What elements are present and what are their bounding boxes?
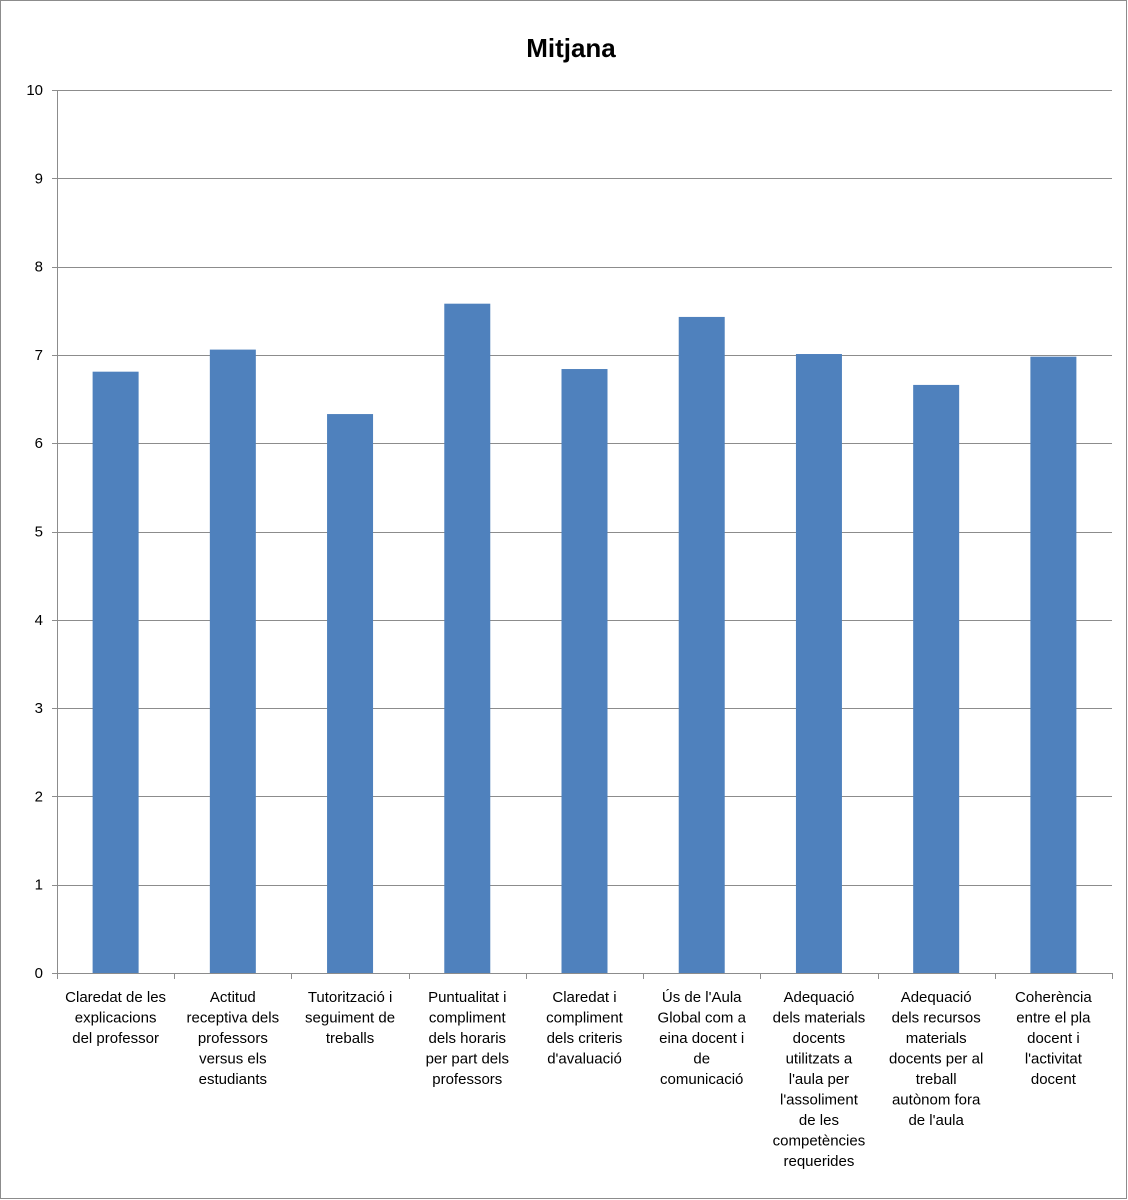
bar: [92, 371, 139, 973]
y-tick-label: 9: [35, 170, 43, 187]
bar: [561, 369, 608, 973]
x-category-label-line: treball: [916, 1071, 957, 1088]
x-category-label: Ús de l'Aula Global com a eina docent i de c…: [658, 989, 747, 1088]
x-category-label-line: Tutorització i: [308, 989, 392, 1006]
x-category-label: Adequació dels materials docents utilitzats…: [773, 989, 866, 1170]
x-category-label-line: docent: [1031, 1071, 1077, 1088]
bar: [795, 354, 842, 974]
y-tick-label: 0: [35, 965, 43, 982]
x-category-label-line: utilitzats a: [786, 1051, 853, 1068]
y-tick-label: 3: [35, 700, 43, 717]
bar: [678, 316, 725, 973]
x-category-label-line: docent i: [1027, 1030, 1080, 1047]
x-category-label-line: autònom fora: [892, 1092, 981, 1109]
x-category-label-line: Claredat i: [552, 989, 616, 1006]
y-tick-label: 4: [35, 612, 43, 629]
y-axis-tick-labels: 0 1 2 3 4 5 6 7 8 9 10: [26, 82, 43, 982]
x-category-label-line: l'aula per: [789, 1071, 849, 1088]
bar: [444, 303, 491, 973]
x-category-label-line: eina docent i: [659, 1030, 744, 1047]
y-tick-label: 10: [26, 82, 43, 99]
x-category-label-line: dels materials: [773, 1010, 866, 1027]
x-category-label-line: d'avaluació: [547, 1051, 622, 1068]
x-category-label: Actitud receptiva dels professors versus el…: [187, 989, 280, 1088]
x-category-label-line: compliment: [429, 1010, 507, 1027]
y-tick-label: 5: [35, 524, 43, 541]
chart-title: Mitjana: [526, 33, 616, 63]
y-tick-label: 8: [35, 259, 43, 276]
x-category-label-line: Actitud: [210, 989, 256, 1006]
x-category-label: Claredat i compliment dels criteris d'avalu…: [546, 989, 624, 1068]
x-category-label-line: Global com a: [658, 1010, 747, 1027]
x-category-label-line: Puntualitat i: [428, 989, 506, 1006]
x-category-label-line: receptiva dels: [187, 1010, 280, 1027]
x-category-label-line: dels horaris: [429, 1030, 507, 1047]
x-category-label-line: del professor: [72, 1030, 159, 1047]
x-category-label-line: dels criteris: [547, 1030, 623, 1047]
x-category-label-line: materials: [906, 1030, 967, 1047]
y-tick-label: 6: [35, 435, 43, 452]
x-category-label-line: professors: [198, 1030, 268, 1047]
x-category-label-line: estudiants: [199, 1071, 267, 1088]
x-category-label: Claredat de les explicacions del professor: [65, 989, 166, 1047]
x-category-label-line: compliment: [546, 1010, 624, 1027]
bar: [327, 414, 374, 973]
x-category-label-line: entre el pla: [1016, 1010, 1091, 1027]
y-tick-label: 2: [35, 788, 43, 805]
bar: [913, 384, 960, 973]
x-category-label-line: explicacions: [75, 1010, 157, 1027]
x-category-label-line: de: [693, 1051, 710, 1068]
x-category-label-line: professors: [432, 1071, 502, 1088]
x-category-label-line: competències: [773, 1133, 866, 1150]
x-category-label: Adequació dels recursos materials docents p…: [889, 989, 983, 1129]
bars: [92, 303, 1077, 974]
x-category-label-line: de les: [799, 1112, 839, 1129]
x-category-label-line: docents per al: [889, 1051, 983, 1068]
x-category-label-line: Coherència: [1015, 989, 1092, 1006]
x-category-label-line: l'activitat: [1025, 1051, 1083, 1068]
x-category-label-line: per part dels: [426, 1051, 509, 1068]
x-category-label-line: comunicació: [660, 1071, 743, 1088]
x-category-label: Coherència entre el pla docent i l'activita…: [1015, 989, 1092, 1088]
x-category-label-line: seguiment de: [305, 1010, 395, 1027]
x-category-label-line: l'assoliment: [780, 1092, 859, 1109]
bar: [1030, 356, 1077, 973]
x-category-label-line: versus els: [199, 1051, 267, 1068]
x-axis-category-labels: Claredat de les explicacions del professor…: [65, 989, 1092, 1170]
axes: [52, 90, 1113, 979]
bar: [209, 349, 256, 973]
x-category-label-line: Adequació: [901, 989, 972, 1006]
x-category-label-line: requerides: [783, 1153, 854, 1170]
y-tick-label: 7: [35, 347, 43, 364]
x-category-label-line: dels recursos: [892, 1010, 981, 1027]
x-category-label: Tutorització i seguiment de treballs: [305, 989, 395, 1047]
y-tick-label: 1: [35, 877, 43, 894]
x-category-label-line: Ús de l'Aula: [662, 989, 742, 1006]
x-category-label-line: de l'aula: [908, 1112, 964, 1129]
x-category-label-line: treballs: [326, 1030, 374, 1047]
x-category-label-line: Claredat de les: [65, 989, 166, 1006]
x-category-label-line: Adequació: [783, 989, 854, 1006]
x-category-label-line: docents: [793, 1030, 846, 1047]
x-category-label: Puntualitat i compliment dels horaris per p…: [426, 989, 509, 1088]
